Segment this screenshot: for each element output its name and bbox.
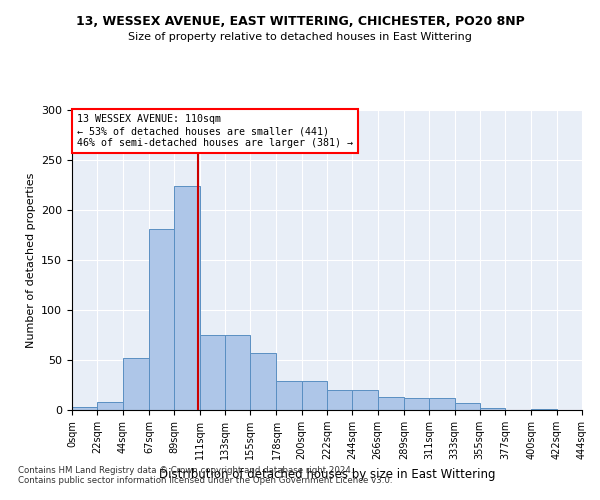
Bar bbox=[404, 398, 429, 410]
Bar bbox=[174, 186, 199, 410]
X-axis label: Distribution of detached houses by size in East Wittering: Distribution of detached houses by size … bbox=[159, 468, 495, 480]
Bar bbox=[327, 390, 352, 410]
Bar bbox=[455, 403, 480, 410]
Bar bbox=[225, 335, 250, 410]
Bar bbox=[97, 402, 122, 410]
Bar bbox=[302, 381, 327, 410]
Text: 13, WESSEX AVENUE, EAST WITTERING, CHICHESTER, PO20 8NP: 13, WESSEX AVENUE, EAST WITTERING, CHICH… bbox=[76, 15, 524, 28]
Bar bbox=[480, 408, 505, 410]
Bar bbox=[352, 390, 377, 410]
Bar bbox=[377, 397, 404, 410]
Text: 13 WESSEX AVENUE: 110sqm
← 53% of detached houses are smaller (441)
46% of semi-: 13 WESSEX AVENUE: 110sqm ← 53% of detach… bbox=[77, 114, 353, 148]
Bar bbox=[122, 358, 149, 410]
Bar bbox=[429, 398, 455, 410]
Y-axis label: Number of detached properties: Number of detached properties bbox=[26, 172, 35, 348]
Bar bbox=[250, 353, 277, 410]
Bar bbox=[277, 381, 302, 410]
Bar bbox=[72, 407, 97, 410]
Text: Size of property relative to detached houses in East Wittering: Size of property relative to detached ho… bbox=[128, 32, 472, 42]
Bar bbox=[149, 229, 174, 410]
Bar bbox=[199, 335, 225, 410]
Bar bbox=[532, 409, 557, 410]
Text: Contains HM Land Registry data © Crown copyright and database right 2024.
Contai: Contains HM Land Registry data © Crown c… bbox=[18, 466, 392, 485]
